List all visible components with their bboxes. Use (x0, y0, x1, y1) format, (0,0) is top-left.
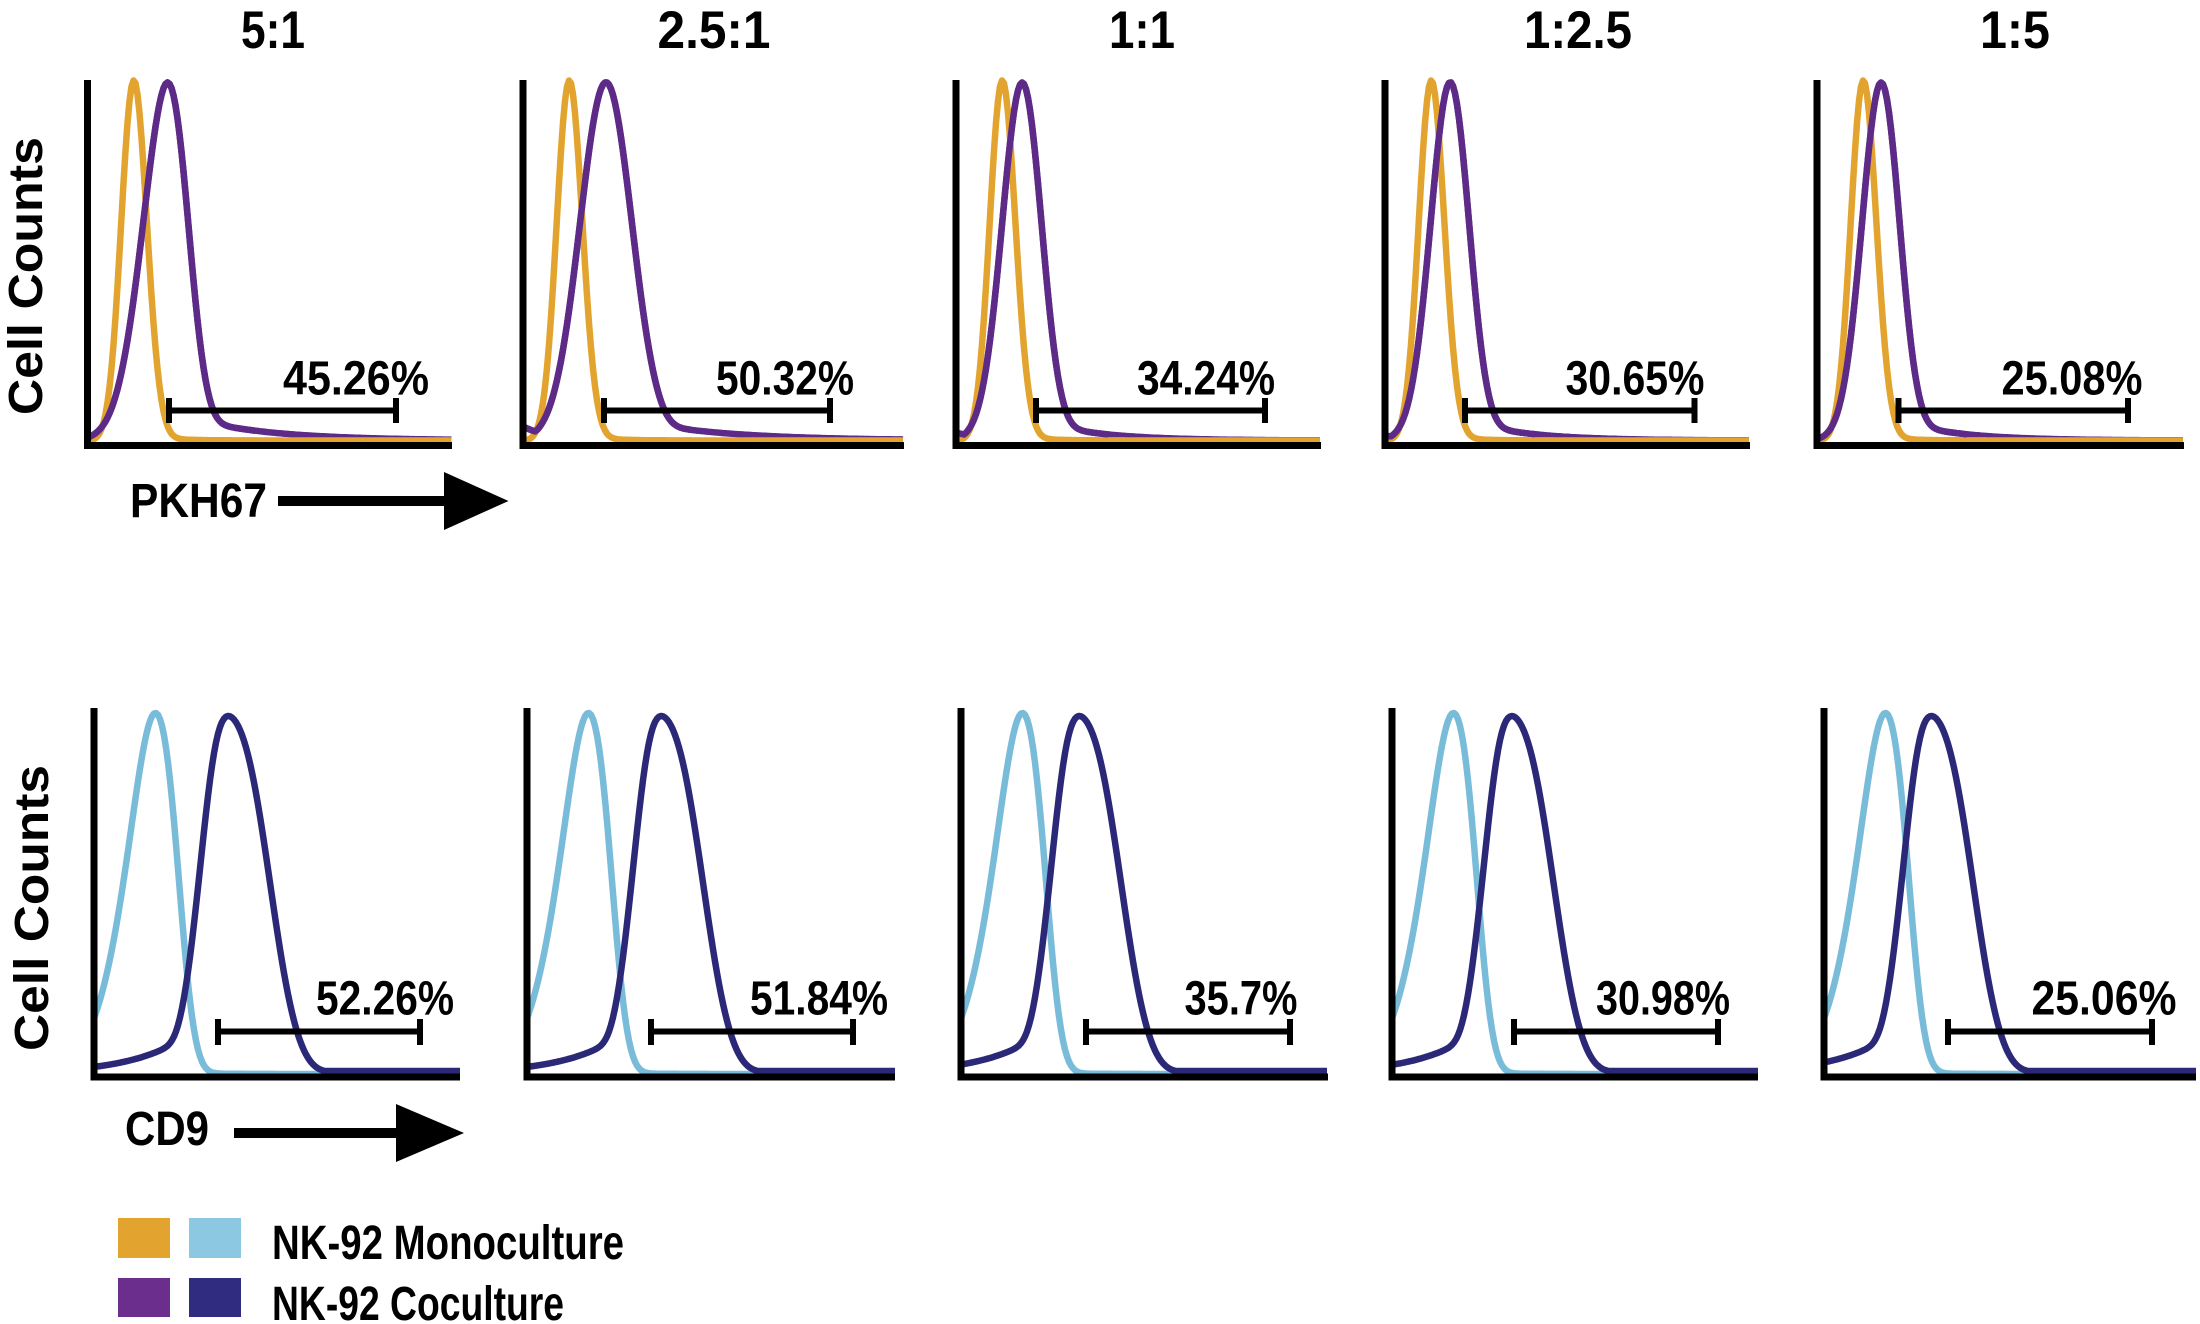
svg-text:51.84%: 51.84% (750, 973, 888, 1026)
svg-text:1:1: 1:1 (1109, 1, 1175, 60)
svg-text:30.65%: 30.65% (1566, 353, 1705, 406)
svg-text:1:2.5: 1:2.5 (1524, 1, 1632, 60)
svg-text:Cell Counts: Cell Counts (0, 137, 53, 415)
svg-text:52.26%: 52.26% (316, 973, 454, 1026)
svg-text:25.06%: 25.06% (2032, 973, 2177, 1026)
svg-text:NK-92 Monoculture: NK-92 Monoculture (272, 1217, 624, 1270)
svg-text:Cell Counts: Cell Counts (6, 765, 59, 1051)
svg-text:2.5:1: 2.5:1 (658, 1, 771, 60)
svg-text:45.26%: 45.26% (283, 353, 429, 406)
svg-text:35.7%: 35.7% (1185, 973, 1298, 1026)
svg-text:30.98%: 30.98% (1596, 973, 1730, 1026)
svg-text:1:5: 1:5 (1980, 1, 2050, 60)
svg-text:NK-92 Coculture: NK-92 Coculture (272, 1278, 564, 1324)
svg-text:5:1: 5:1 (241, 1, 305, 60)
svg-text:CD9: CD9 (125, 1103, 209, 1156)
svg-text:50.32%: 50.32% (716, 353, 854, 406)
svg-text:34.24%: 34.24% (1137, 353, 1275, 406)
svg-text:PKH67: PKH67 (130, 475, 267, 528)
svg-text:25.08%: 25.08% (2002, 353, 2143, 406)
